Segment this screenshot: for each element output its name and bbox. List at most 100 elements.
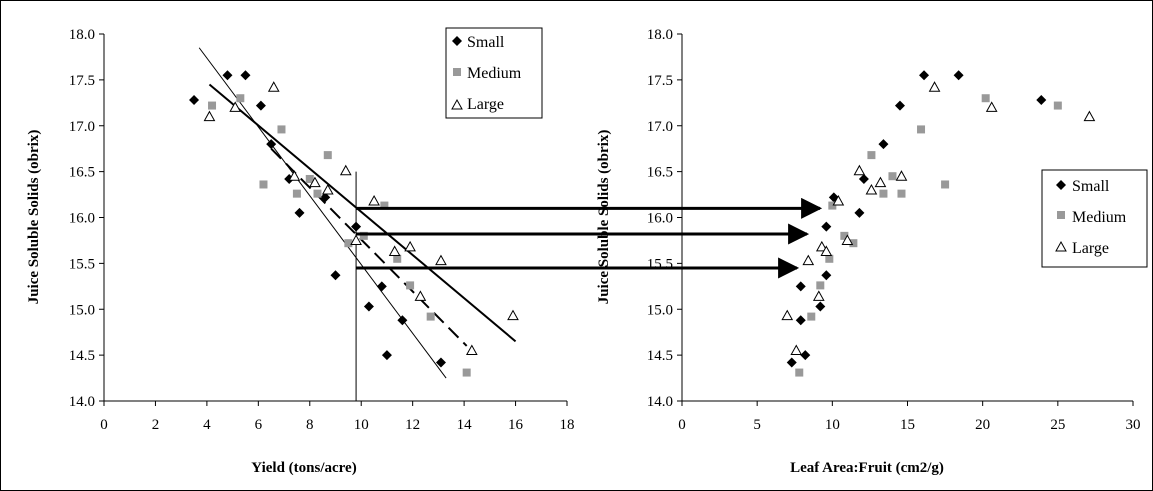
y-ticks-leaf-area: 14.0 14.5 15.0 15.5 16.0 16.5 17.0 17.5 18.0 — [647, 27, 682, 410]
point-small — [795, 315, 806, 326]
point-small — [320, 192, 331, 203]
point-large — [812, 290, 825, 301]
point-large — [465, 344, 478, 356]
x-tick-label: 2 — [152, 417, 160, 433]
x-tick-label: 0 — [678, 417, 686, 433]
point-medium — [426, 312, 435, 321]
data-points-leaf-area — [781, 70, 1096, 377]
x-tick-label: 6 — [255, 417, 263, 433]
point-small — [795, 281, 806, 292]
point-medium — [393, 254, 402, 263]
fit-line-solid-thin — [198, 47, 447, 379]
point-large — [339, 164, 352, 176]
point-large — [350, 234, 362, 245]
y-axis-title-leaf-area: Juice Soluble Solids (obrix) — [596, 130, 612, 305]
point-large — [815, 240, 828, 252]
y-tick-label: 14.0 — [647, 394, 673, 410]
point-medium — [897, 189, 906, 198]
point-medium — [849, 239, 858, 248]
x-tick-label: 10 — [354, 417, 369, 433]
point-large — [321, 183, 334, 195]
point-medium — [1053, 101, 1062, 110]
y-axis-title-yield: Juice Soluble Solids (obrix) — [26, 130, 42, 305]
legend-label-medium: Medium — [1072, 209, 1127, 226]
x-tick-label: 14 — [457, 417, 473, 433]
point-small — [1036, 95, 1047, 106]
x-tick-label: 4 — [203, 417, 211, 433]
point-large — [309, 176, 321, 188]
legend-square-marker — [1057, 211, 1065, 219]
y-tick-label: 17.0 — [647, 119, 673, 135]
y-tick-label: 14.5 — [69, 348, 95, 364]
point-large — [874, 176, 887, 188]
x-ticks-yield: 0 2 4 6 8 10 12 14 16 18 — [100, 401, 575, 433]
legend-yield: Small Medium Large — [445, 27, 543, 119]
y-tick-label: 15.0 — [647, 302, 673, 318]
point-small — [294, 207, 305, 218]
point-small — [255, 100, 266, 111]
point-medium — [807, 312, 816, 321]
point-large — [895, 170, 908, 181]
point-medium — [406, 281, 415, 290]
x-tick-label: 18 — [560, 417, 575, 433]
point-large — [435, 254, 447, 266]
point-medium — [825, 254, 834, 263]
x-tick-label: 25 — [1050, 417, 1065, 433]
point-medium — [380, 201, 389, 210]
x-tick-label: 5 — [753, 417, 761, 433]
point-large — [832, 194, 845, 206]
x-tick-label: 20 — [975, 417, 990, 433]
point-large — [368, 194, 380, 206]
point-medium — [462, 368, 471, 377]
point-medium — [879, 189, 888, 198]
y-tick-label: 16.5 — [69, 165, 95, 181]
point-medium — [867, 151, 876, 160]
legend-item-large: Large — [1055, 240, 1109, 257]
point-small — [815, 301, 826, 312]
legend-label-small: Small — [467, 34, 505, 51]
point-small — [376, 281, 387, 292]
point-medium — [981, 94, 990, 103]
point-small — [800, 350, 811, 361]
x-tick-label: 0 — [100, 417, 108, 433]
x-ticks-leaf-area: 0 5 10 15 20 25 30 — [678, 401, 1141, 433]
point-small — [894, 100, 905, 111]
point-small — [821, 270, 832, 281]
point-medium — [816, 281, 825, 290]
point-small — [240, 70, 251, 81]
point-medium — [359, 231, 368, 240]
y-ticks-yield: 14.0 14.5 15.0 15.5 16.0 16.5 17.0 17.5 18.0 — [69, 27, 104, 410]
point-large — [781, 309, 794, 321]
y-tick-label: 17.5 — [647, 73, 673, 89]
point-small — [330, 270, 341, 281]
point-small — [435, 357, 446, 368]
point-small — [878, 139, 889, 150]
point-medium — [888, 172, 897, 181]
point-large — [985, 101, 998, 112]
point-small — [222, 70, 233, 81]
point-large — [229, 101, 242, 112]
x-tick-label: 30 — [1126, 417, 1141, 433]
legend-item-medium: Medium — [453, 65, 522, 82]
connecting-arrows — [356, 197, 823, 279]
point-small — [351, 221, 362, 232]
y-tick-label: 14.5 — [647, 348, 673, 364]
legend-label-small: Small — [1072, 178, 1110, 195]
point-medium — [840, 231, 849, 240]
fit-line-solid-thick — [208, 83, 517, 343]
y-tick-label: 16.5 — [647, 165, 673, 181]
point-medium — [917, 125, 926, 134]
point-large — [841, 234, 854, 245]
x-axis-title-leaf-area: Leaf Area:Fruit (cm2/g) — [790, 460, 944, 476]
point-large — [820, 245, 833, 256]
fit-line-dashed — [270, 147, 468, 347]
point-small — [363, 301, 374, 312]
point-small — [953, 70, 964, 81]
legend-item-medium: Medium — [1057, 209, 1127, 226]
point-large — [414, 290, 427, 301]
legend-diamond-marker — [452, 36, 462, 46]
point-large — [928, 81, 941, 92]
point-medium — [313, 189, 322, 198]
